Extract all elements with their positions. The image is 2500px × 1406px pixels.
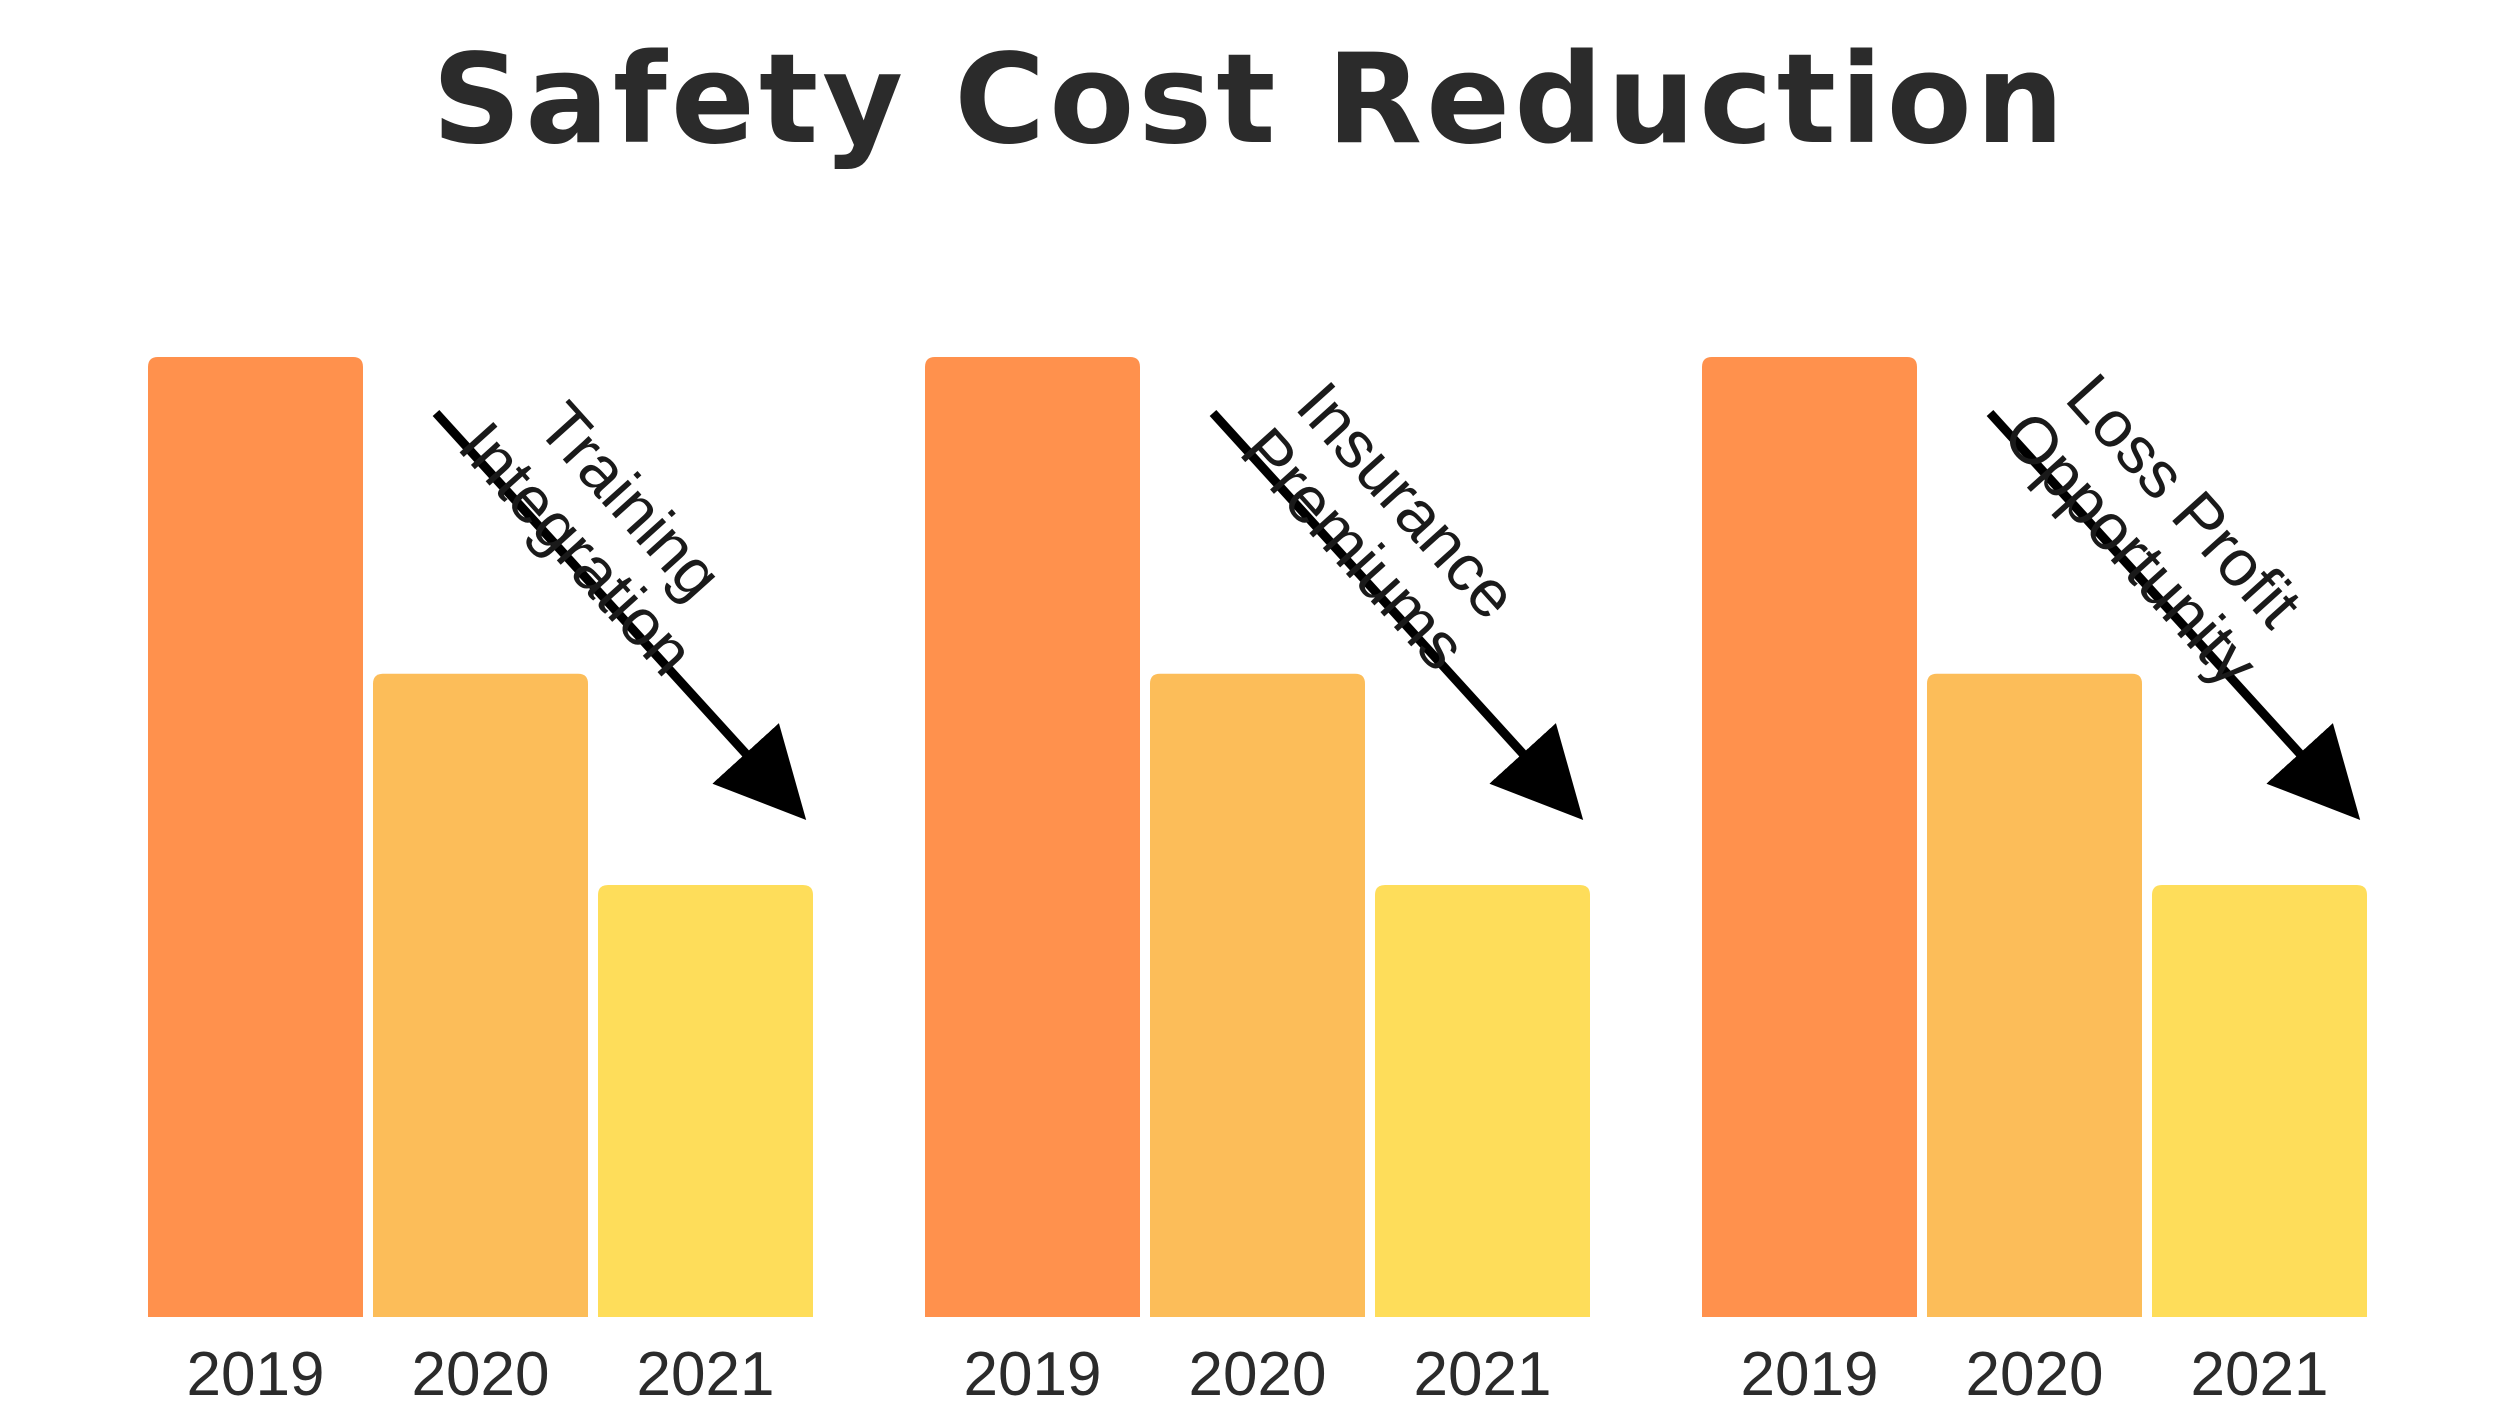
bar-2019	[925, 357, 1140, 1317]
x-tick-label: 2021	[2191, 1340, 2329, 1406]
bar-2019	[1702, 357, 1917, 1317]
bar-2019	[148, 357, 363, 1317]
x-tick-label: 2019	[1741, 1340, 1879, 1406]
trend-arrow	[1986, 409, 2361, 820]
bar-2021	[2152, 885, 2367, 1317]
x-tick-label: 2019	[187, 1340, 325, 1406]
x-tick-label: 2020	[1189, 1340, 1327, 1406]
bar-2020	[373, 673, 588, 1317]
x-tick-label: 2020	[412, 1340, 550, 1406]
bar-2021	[1375, 885, 1590, 1317]
trend-arrow	[1209, 409, 1584, 820]
chart-title: Safety Cost Reduction	[431, 28, 2069, 172]
x-tick-label: 2021	[637, 1340, 775, 1406]
bar-2020	[1927, 673, 2142, 1317]
trend-arrow	[432, 409, 807, 820]
bar-2021	[598, 885, 813, 1317]
x-tick-label: 2021	[1414, 1340, 1552, 1406]
x-tick-label: 2019	[964, 1340, 1102, 1406]
x-tick-label: 2020	[1966, 1340, 2104, 1406]
bar-2020	[1150, 673, 1365, 1317]
